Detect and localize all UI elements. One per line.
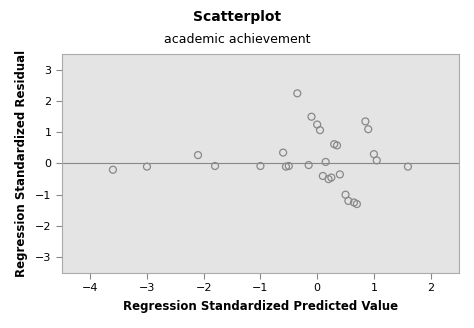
Point [279,150,287,155]
Point [143,164,151,169]
Point [194,153,202,158]
Point [256,163,264,169]
Point [373,158,381,163]
Point [322,159,329,165]
Point [319,174,327,179]
Point [342,192,349,197]
Point [308,114,315,119]
Point [333,143,341,148]
Text: Scatterplot: Scatterplot [193,10,281,24]
Point [353,201,361,207]
Text: academic achievement: academic achievement [164,33,310,46]
Point [404,164,412,169]
Point [313,122,321,127]
Point [285,163,292,169]
Point [316,128,324,133]
Point [305,162,312,168]
Point [362,119,369,124]
Point [345,198,352,204]
Y-axis label: Regression Standardized Residual: Regression Standardized Residual [15,50,28,277]
Point [330,142,338,147]
Point [350,200,358,205]
Point [211,163,219,169]
X-axis label: Regression Standardized Predicted Value: Regression Standardized Predicted Value [123,300,398,313]
Point [365,127,372,132]
Point [370,152,378,157]
Title: Scatterplot
academic achievement: Scatterplot academic achievement [0,327,1,328]
Point [293,91,301,96]
Point [109,167,117,172]
Point [328,175,335,180]
Point [325,176,332,182]
Point [336,172,344,177]
Point [282,164,290,169]
